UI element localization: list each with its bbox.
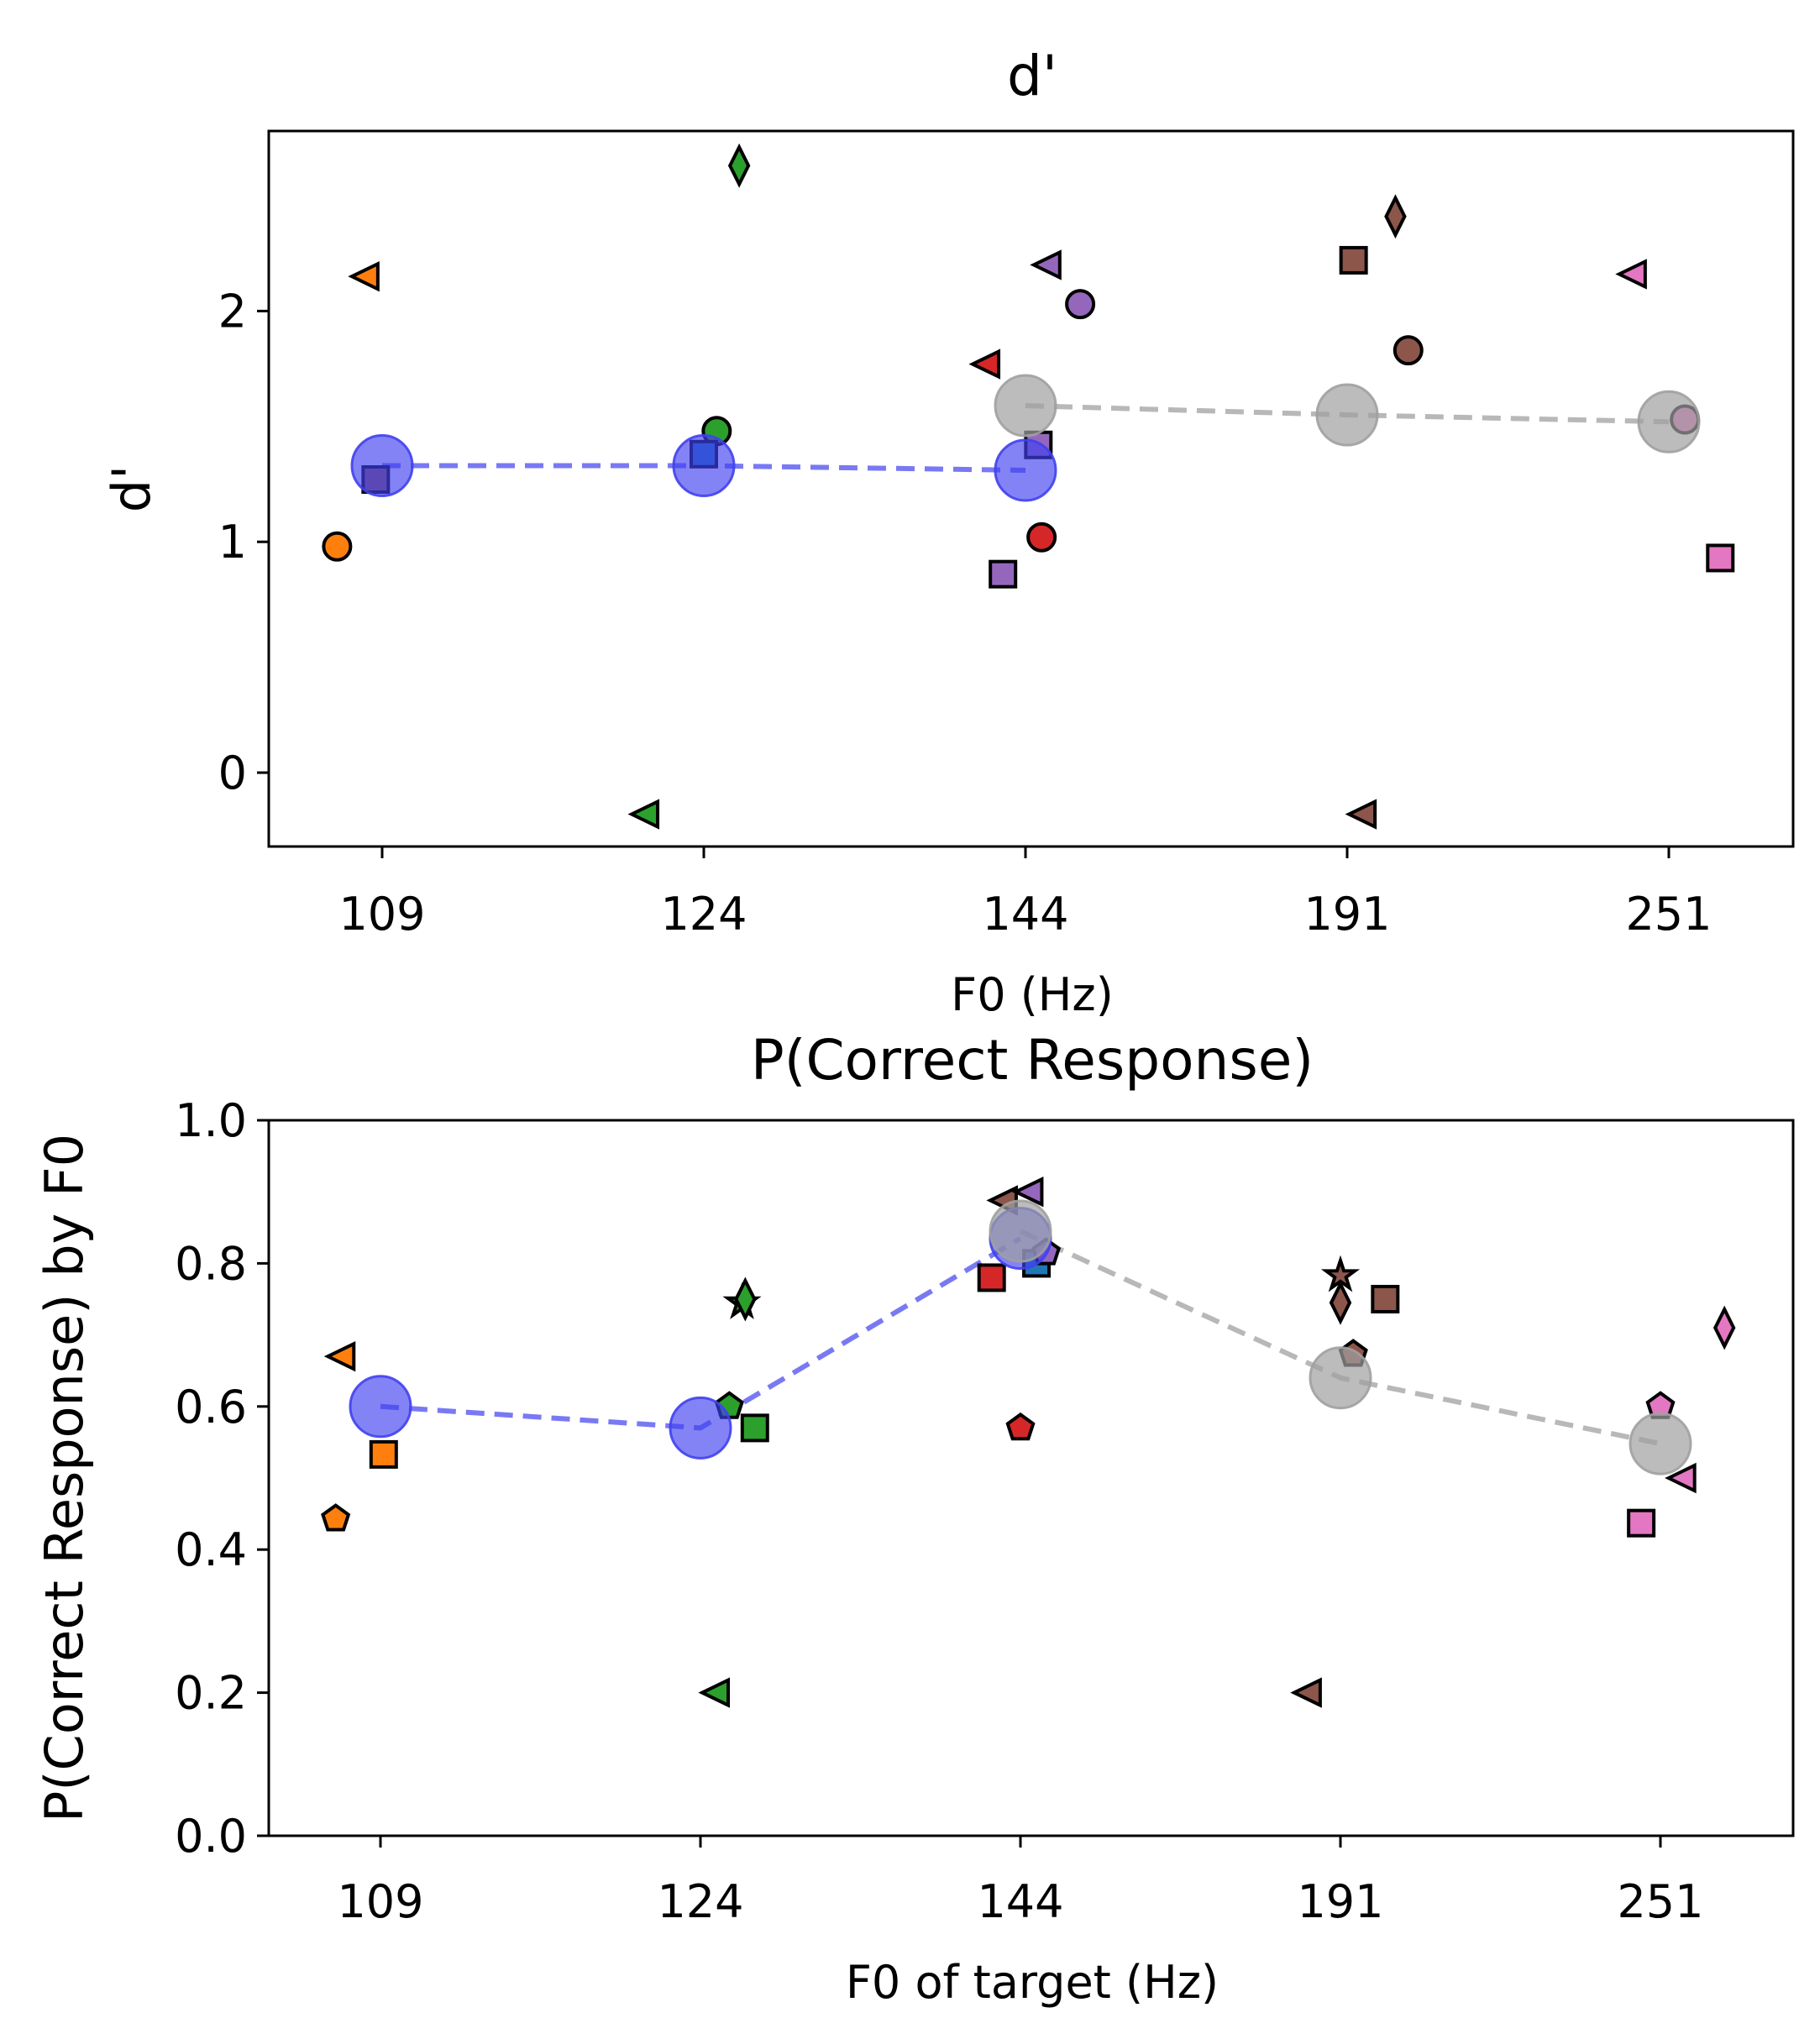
pcorrect-data-point bbox=[977, 1263, 1006, 1292]
dprime-data-point bbox=[1065, 289, 1096, 320]
dprime-axes-frame bbox=[267, 129, 1795, 848]
dprime-x-tick-label: 144 bbox=[982, 888, 1068, 941]
pcorrect-mean-marker bbox=[349, 1375, 412, 1439]
dprime-x-tick-label: 191 bbox=[1303, 888, 1390, 941]
dprime-marks bbox=[322, 143, 1735, 830]
pcorrect-y-ticks: 0.0 0.2 0.4 0.6 0.8 1.0 bbox=[175, 1094, 269, 1863]
pcorrect-title: P(Correct Response) bbox=[751, 1028, 1314, 1093]
dprime-mean-marker bbox=[1315, 383, 1379, 447]
pcorrect-data-point bbox=[1371, 1285, 1400, 1313]
dprime-x-axis-label: F0 (Hz) bbox=[951, 968, 1114, 1021]
dprime-data-point bbox=[1615, 259, 1647, 290]
dprime-y-tick-label: 1 bbox=[218, 516, 247, 569]
dprime-panel: d' 0 1 2 109 124 144 191 251 F0 (Hz) d' bbox=[101, 44, 1795, 1021]
pcorrect-data-point bbox=[1290, 1677, 1322, 1708]
pcorrect-mean-marker bbox=[989, 1199, 1052, 1263]
dprime-data-point bbox=[1384, 194, 1407, 239]
dprime-y-ticks: 0 1 2 bbox=[218, 285, 269, 799]
pcorrect-y-tick-label: 1.0 bbox=[175, 1094, 247, 1147]
pcorrect-data-point bbox=[369, 1439, 398, 1469]
dprime-mean-marker bbox=[994, 438, 1057, 502]
pcorrect-x-tick-label: 144 bbox=[977, 1875, 1063, 1928]
dprime-mean-marker bbox=[1637, 390, 1701, 453]
dprime-y-tick-label: 0 bbox=[218, 747, 247, 799]
pcorrect-x-tick-label: 251 bbox=[1617, 1875, 1703, 1928]
pcorrect-data-point bbox=[1011, 1177, 1044, 1208]
pcorrect-y-axis-label: P(Correct Response) by F0 bbox=[34, 1134, 95, 1822]
dprime-x-tick-label: 124 bbox=[660, 888, 747, 941]
dprime-data-point bbox=[989, 559, 1018, 589]
dprime-data-point bbox=[322, 531, 353, 562]
dprime-data-point bbox=[627, 799, 660, 830]
pcorrect-data-point bbox=[1627, 1508, 1656, 1538]
pcorrect-y-tick-label: 0.8 bbox=[175, 1237, 247, 1290]
dprime-data-point bbox=[348, 260, 380, 292]
pcorrect-axes-frame bbox=[267, 1119, 1795, 1837]
pcorrect-x-ticks: 109 124 144 191 251 bbox=[337, 1836, 1704, 1928]
pcorrect-y-tick-label: 0.0 bbox=[175, 1810, 247, 1863]
dprime-y-tick-label: 2 bbox=[218, 285, 247, 338]
dprime-data-point bbox=[1345, 799, 1377, 830]
pcorrect-x-tick-label: 109 bbox=[337, 1875, 423, 1928]
dprime-mean-marker bbox=[672, 434, 736, 498]
dprime-data-point bbox=[727, 143, 751, 188]
pcorrect-data-point bbox=[323, 1340, 356, 1372]
dprime-data-point bbox=[1706, 543, 1735, 573]
dprime-data-point bbox=[1393, 335, 1424, 366]
pcorrect-x-tick-label: 124 bbox=[657, 1875, 743, 1928]
pcorrect-mean-marker bbox=[669, 1396, 732, 1460]
pcorrect-x-tick-label: 191 bbox=[1297, 1875, 1383, 1928]
pcorrect-mean-marker bbox=[1629, 1412, 1692, 1476]
dprime-y-axis-label: d' bbox=[101, 465, 162, 512]
dprime-data-point bbox=[968, 349, 1001, 380]
dprime-x-tick-label: 251 bbox=[1625, 888, 1712, 941]
dprime-mean-marker bbox=[994, 374, 1057, 438]
dprime-x-ticks: 109 124 144 191 251 bbox=[338, 847, 1712, 941]
pcorrect-marks bbox=[321, 1177, 1736, 1708]
pcorrect-y-tick-label: 0.2 bbox=[175, 1667, 247, 1720]
pcorrect-data-point bbox=[1005, 1412, 1036, 1441]
pcorrect-mean-marker bbox=[1309, 1346, 1372, 1410]
pcorrect-panel: P(Correct Response) 0.0 0.2 0.4 0.6 0.8 1.0 1… bbox=[34, 1028, 1795, 2009]
dprime-data-point bbox=[1026, 522, 1057, 553]
pcorrect-y-tick-label: 0.4 bbox=[175, 1523, 247, 1576]
pcorrect-data-point bbox=[740, 1413, 769, 1443]
dprime-data-point bbox=[1030, 249, 1062, 280]
pcorrect-data-point bbox=[1329, 1280, 1352, 1325]
dprime-mean-marker bbox=[350, 434, 414, 498]
pcorrect-x-axis-label: F0 of target (Hz) bbox=[846, 1956, 1219, 2009]
pcorrect-data-point bbox=[734, 1276, 757, 1322]
pcorrect-data-point bbox=[698, 1677, 731, 1708]
dprime-x-tick-label: 109 bbox=[338, 888, 425, 941]
pcorrect-data-point bbox=[1712, 1305, 1736, 1350]
pcorrect-data-point bbox=[1665, 1462, 1697, 1494]
pcorrect-y-tick-label: 0.6 bbox=[175, 1381, 247, 1434]
dprime-title: d' bbox=[1007, 44, 1057, 108]
pcorrect-data-point bbox=[321, 1503, 351, 1532]
dprime-data-point bbox=[1339, 245, 1368, 275]
